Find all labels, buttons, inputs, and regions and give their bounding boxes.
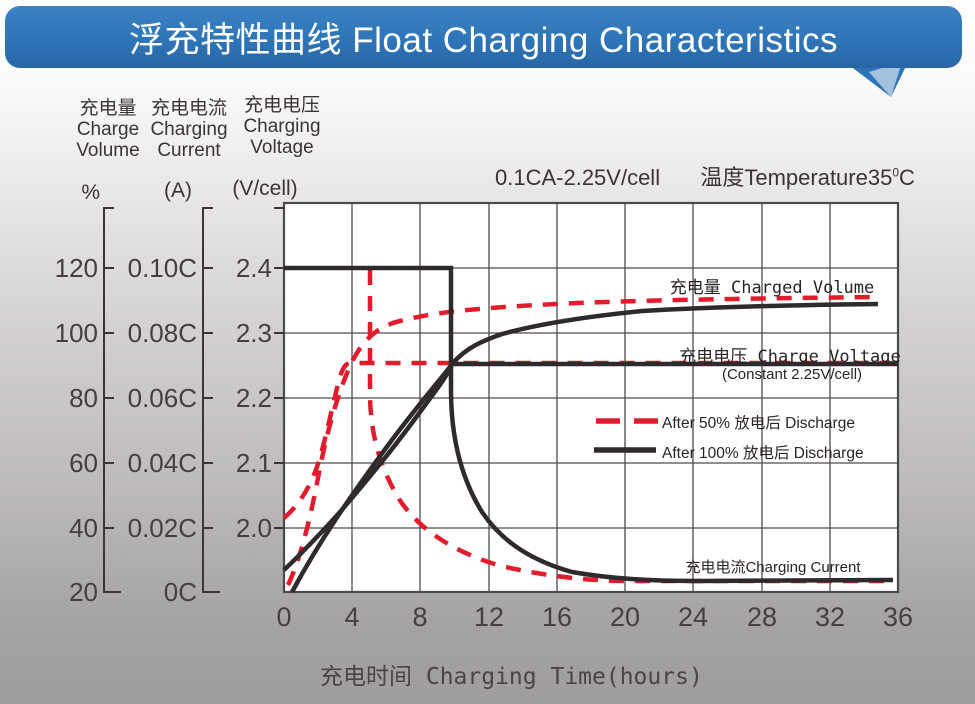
constant-voltage-note: (Constant 2.25V/cell) bbox=[721, 366, 863, 383]
xtick: 20 bbox=[609, 602, 641, 632]
axis-tick-marks bbox=[104, 207, 284, 529]
ytick-percent: 40 bbox=[69, 513, 98, 543]
left-axes-lines bbox=[103, 207, 220, 593]
ytick-percent: 120 bbox=[54, 253, 98, 283]
axis-header-en: Charging bbox=[150, 119, 228, 140]
banner-tail-highlight bbox=[869, 62, 902, 97]
xtick: 16 bbox=[541, 602, 573, 632]
xtick: 24 bbox=[677, 602, 709, 632]
axis-header-charging-current: 充电电流 Charging Current bbox=[134, 98, 244, 161]
xtick: 12 bbox=[473, 602, 505, 632]
axis-header-en: Volume bbox=[76, 140, 140, 161]
title-banner: 浮充特性曲线 Float Charging Characteristics bbox=[5, 6, 962, 68]
axis-header-en: Current bbox=[157, 140, 221, 161]
curve-voltage-100 bbox=[282, 361, 898, 572]
axis-header-en: Voltage bbox=[250, 137, 314, 158]
legend-dashed-swatch bbox=[596, 418, 658, 424]
axis-header-charge-volume: 充电量 Charge Volume bbox=[53, 98, 163, 161]
degree-symbol: 0 bbox=[892, 165, 900, 180]
xtick: 8 bbox=[412, 602, 428, 632]
unit-ampere: (A) bbox=[164, 179, 192, 202]
ytick-voltage: 2.2 bbox=[235, 383, 272, 413]
ytick-current: 0.10C bbox=[127, 253, 197, 283]
page-title: 浮充特性曲线 Float Charging Characteristics bbox=[129, 20, 838, 60]
grid-lines bbox=[284, 203, 898, 592]
ytick-voltage: 2.3 bbox=[235, 318, 272, 348]
axis-header-zh: 充电电压 bbox=[243, 95, 320, 116]
charged-volume-label: 充电量 Charged Volume bbox=[669, 278, 875, 298]
xtick: 4 bbox=[344, 602, 360, 632]
xtick: 32 bbox=[814, 602, 846, 632]
ytick-percent: 60 bbox=[69, 448, 98, 478]
xtick: 28 bbox=[746, 602, 778, 632]
unit-percent: % bbox=[81, 181, 100, 204]
axis-header-en: Charge bbox=[76, 119, 140, 140]
axis-header-zh: 充电量 bbox=[79, 98, 137, 119]
curve-current-100 bbox=[284, 265, 894, 584]
ytick-percent: 100 bbox=[54, 318, 98, 348]
ytick-voltage: 2.0 bbox=[235, 513, 272, 543]
ytick-current: 0.02C bbox=[127, 513, 197, 543]
xtick: 0 bbox=[276, 602, 292, 632]
condition-unit: C bbox=[899, 165, 915, 190]
condition-temperature: 温度Temperature35 bbox=[700, 165, 893, 190]
legend-solid-swatch bbox=[594, 447, 656, 453]
ytick-current: 0.04C bbox=[127, 448, 197, 478]
legend-label-100: After 100% 放电后 Discharge bbox=[662, 445, 864, 462]
condition-rate: 0.1CA-2.25V/cell bbox=[495, 165, 661, 190]
ytick-percent: 20 bbox=[69, 577, 98, 607]
ytick-current: 0.08C bbox=[127, 318, 197, 348]
xtick: 36 bbox=[882, 602, 914, 632]
ytick-percent: 80 bbox=[69, 383, 98, 413]
ytick-voltage: 2.1 bbox=[235, 448, 272, 478]
curve-current-50 bbox=[367, 270, 893, 584]
charging-current-label: 充电电流Charging Current bbox=[685, 559, 861, 576]
axis-header-charging-voltage: 充电电压 Charging Voltage bbox=[227, 95, 337, 158]
axis-header-zh: 充电电流 bbox=[150, 98, 227, 119]
x-axis-title: 充电时间 Charging Time(hours) bbox=[320, 664, 703, 690]
legend-label-50: After 50% 放电后 Discharge bbox=[662, 415, 855, 432]
unit-vcell: (V/cell) bbox=[232, 177, 298, 200]
ytick-current: 0.06C bbox=[127, 383, 197, 413]
ytick-voltage: 2.4 bbox=[235, 253, 272, 283]
curve-volume-100 bbox=[290, 301, 879, 594]
axis-header-en: Charging bbox=[243, 116, 321, 137]
charge-voltage-label: 充电电压 Charge Voltage bbox=[679, 347, 901, 367]
test-condition: 0.1CA-2.25V/cell 温度Temperature350C bbox=[495, 160, 915, 192]
ytick-current: 0C bbox=[163, 577, 197, 607]
curve-volume-50 bbox=[285, 294, 879, 586]
